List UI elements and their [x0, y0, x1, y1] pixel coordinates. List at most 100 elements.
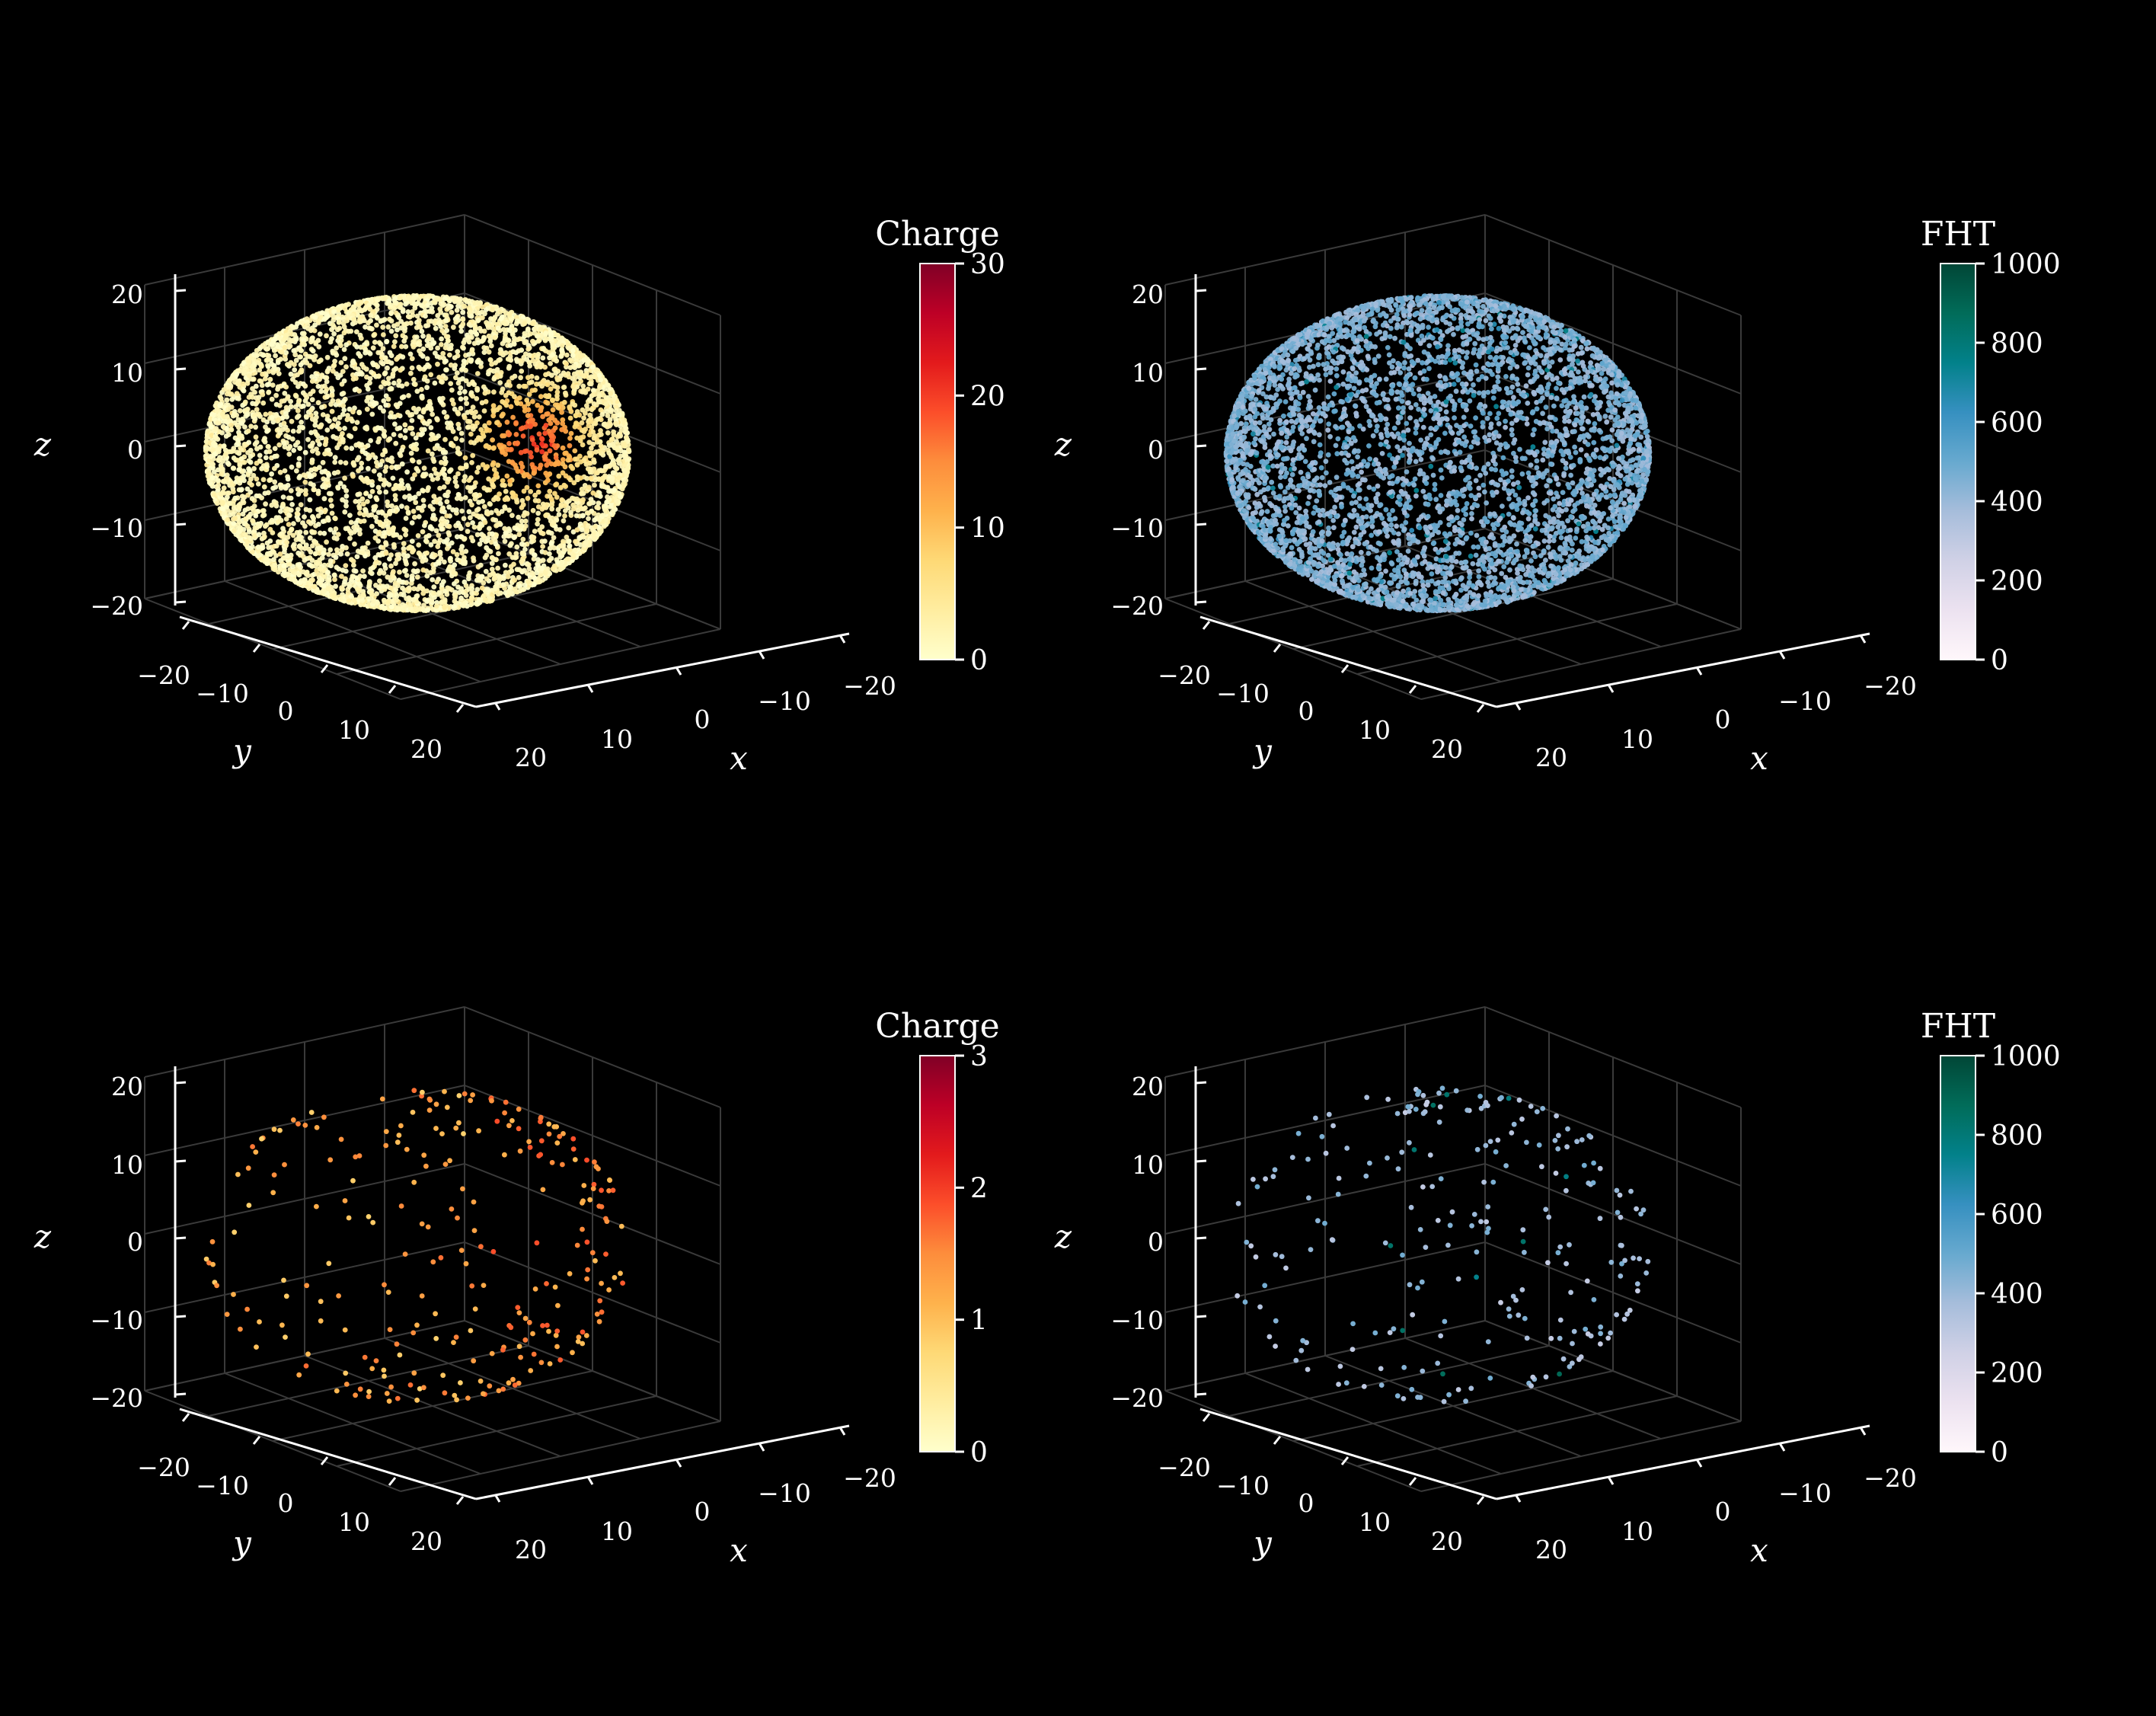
- data-point: [454, 534, 460, 540]
- data-point: [502, 505, 508, 511]
- data-point: [400, 602, 406, 608]
- data-point: [311, 529, 318, 535]
- y-axis-label: y: [232, 732, 252, 769]
- data-point: [572, 424, 578, 430]
- data-point: [515, 440, 520, 446]
- y-tick-label: −20: [137, 660, 190, 690]
- data-point: [321, 496, 327, 502]
- data-point: [553, 455, 559, 461]
- data-point: [564, 361, 569, 366]
- data-point: [337, 372, 343, 378]
- data-point: [353, 320, 358, 325]
- data-point: [579, 420, 585, 426]
- data-point: [504, 419, 510, 425]
- data-point: [420, 488, 426, 494]
- data-point: [289, 526, 295, 532]
- data-point: [409, 538, 415, 544]
- data-point: [592, 517, 598, 523]
- data-point: [539, 436, 545, 443]
- data-point: [480, 462, 486, 468]
- data-point: [621, 441, 627, 447]
- data-point: [299, 320, 305, 326]
- data-point: [244, 412, 251, 417]
- data-point: [561, 482, 567, 488]
- data-point: [506, 432, 512, 438]
- data-point: [563, 508, 568, 513]
- data-point: [295, 550, 302, 556]
- data-point: [356, 409, 362, 415]
- data-point: [495, 325, 501, 331]
- data-point: [525, 413, 531, 418]
- data-point: [289, 436, 295, 442]
- data-point: [329, 510, 335, 516]
- data-point: [474, 586, 481, 593]
- data-point: [565, 457, 571, 463]
- data-point: [366, 580, 372, 586]
- data-point: [414, 574, 420, 580]
- data-point: [520, 536, 526, 542]
- data-point: [383, 551, 389, 556]
- data-point: [593, 420, 599, 427]
- data-point: [554, 389, 561, 395]
- data-point: [398, 535, 403, 540]
- data-point: [433, 603, 439, 609]
- data-point: [247, 373, 252, 379]
- data-point: [238, 525, 243, 531]
- data-point: [315, 450, 321, 456]
- data-point: [239, 494, 245, 499]
- data-point: [308, 328, 314, 334]
- data-point: [396, 315, 402, 321]
- data-point: [363, 350, 369, 356]
- data-point: [431, 590, 437, 596]
- data-point: [500, 340, 506, 347]
- data-point: [499, 509, 505, 514]
- data-point: [519, 497, 525, 503]
- data-point: [543, 513, 548, 519]
- data-point: [310, 543, 315, 548]
- data-point: [547, 551, 552, 557]
- z-axis-label: z: [34, 426, 52, 463]
- data-point: [354, 554, 360, 560]
- data-point: [434, 296, 439, 302]
- data-point: [257, 452, 263, 459]
- data-point: [269, 471, 274, 477]
- data-point: [324, 427, 331, 433]
- data-point: [329, 503, 334, 509]
- data-point: [369, 523, 375, 529]
- data-point: [497, 309, 503, 315]
- data-point: [209, 424, 215, 430]
- data-point: [372, 535, 378, 541]
- data-point: [308, 443, 315, 449]
- data-point: [458, 430, 465, 436]
- data-point: [253, 383, 259, 389]
- data-point: [332, 358, 337, 364]
- data-point: [305, 401, 311, 407]
- data-point: [608, 488, 614, 494]
- data-point: [490, 462, 496, 468]
- data-point: [452, 406, 458, 412]
- data-point: [478, 363, 484, 369]
- data-point: [540, 501, 546, 507]
- data-point: [288, 404, 294, 410]
- data-point: [528, 423, 533, 429]
- data-point: [527, 363, 533, 369]
- data-point: [596, 393, 602, 399]
- data-point: [220, 459, 225, 464]
- data-point: [519, 550, 525, 556]
- data-point: [608, 391, 614, 396]
- data-point: [528, 450, 533, 455]
- data-point: [289, 464, 295, 470]
- data-point: [376, 570, 382, 577]
- data-point: [409, 365, 415, 371]
- y-tick: [388, 685, 397, 694]
- data-point: [270, 530, 276, 535]
- data-point: [257, 444, 264, 450]
- data-point: [390, 475, 396, 481]
- data-point: [350, 358, 356, 364]
- data-point: [538, 394, 544, 399]
- data-point: [409, 309, 415, 315]
- data-point: [596, 372, 602, 379]
- data-point: [561, 385, 567, 390]
- data-point: [558, 353, 564, 359]
- data-point: [237, 462, 243, 468]
